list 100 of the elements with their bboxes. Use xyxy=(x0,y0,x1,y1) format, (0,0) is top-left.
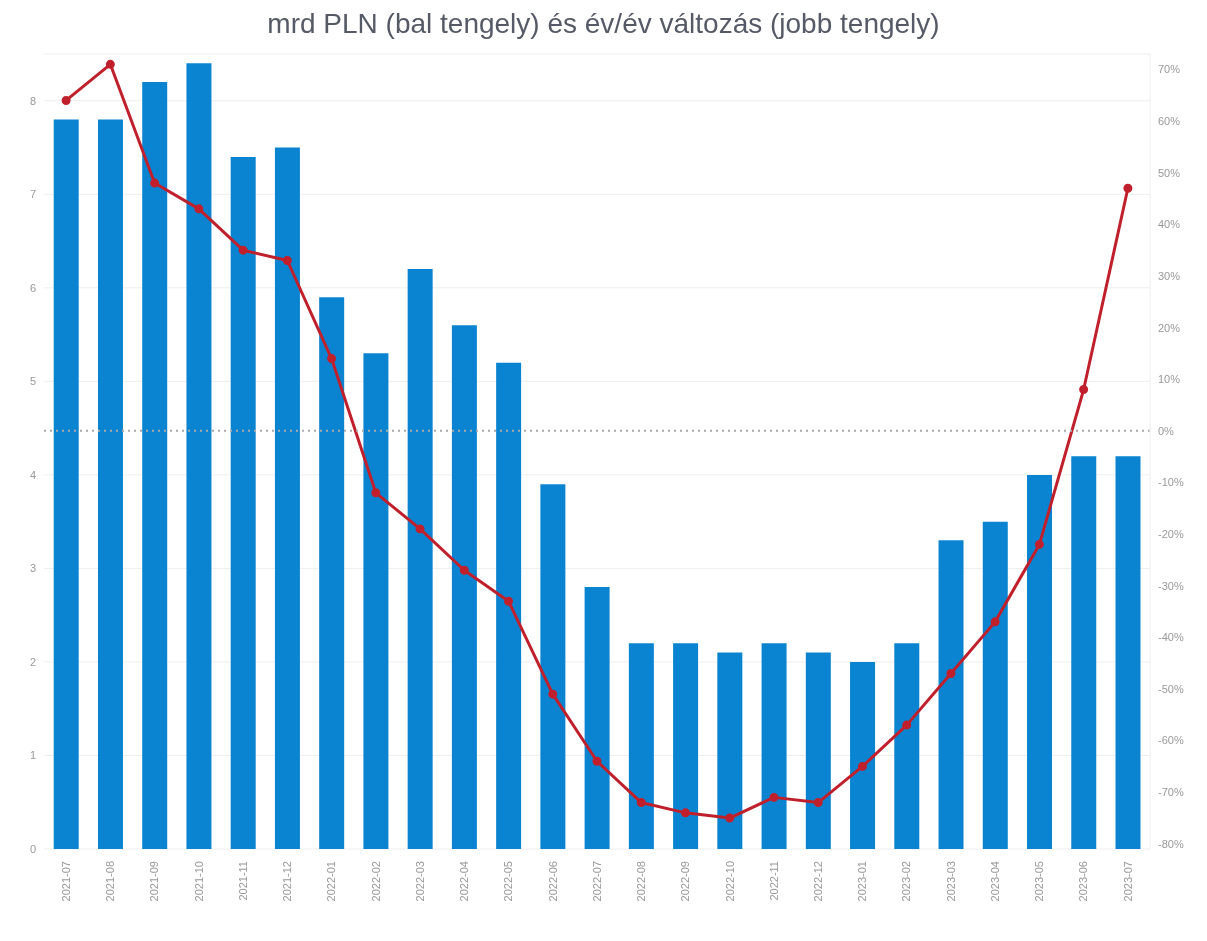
x-tick-label: 2021-09 xyxy=(148,861,161,902)
bar xyxy=(540,484,566,849)
point xyxy=(902,720,912,730)
x-tick-label: 2021-12 xyxy=(281,861,294,902)
x-tick-label: 2022-10 xyxy=(723,861,736,902)
bar xyxy=(673,643,699,849)
bar xyxy=(584,587,610,849)
y2-tick-label: -20% xyxy=(1158,528,1184,540)
y2-tick-label: 20% xyxy=(1158,321,1181,334)
chart-title: mrd PLN (bal tengely) és év/év változás (jobb tengely) xyxy=(266,8,941,41)
y-tick-label: 7 xyxy=(29,188,36,201)
bar xyxy=(53,119,79,849)
point xyxy=(990,617,1000,627)
point xyxy=(459,565,469,575)
point xyxy=(725,813,735,823)
y2-tick-label: 10% xyxy=(1158,373,1181,386)
bar xyxy=(805,652,831,849)
bar xyxy=(274,147,300,849)
bar xyxy=(496,362,522,849)
point xyxy=(371,488,381,498)
bar xyxy=(761,643,787,849)
y-tick-label: 4 xyxy=(29,468,36,481)
y-tick-label: 1 xyxy=(29,749,36,762)
point xyxy=(1034,539,1044,549)
point xyxy=(194,204,204,214)
bar xyxy=(97,119,123,849)
point xyxy=(504,596,514,606)
x-tick-label: 2022-02 xyxy=(369,861,382,902)
y2-tick-label: 0% xyxy=(1158,424,1175,437)
x-tick-label: 2023-02 xyxy=(900,861,913,902)
y2-tick-label: -30% xyxy=(1158,579,1184,592)
bar xyxy=(1115,456,1141,849)
x-tick-label: 2023-07 xyxy=(1121,861,1134,902)
y2-tick-label: 30% xyxy=(1158,269,1181,282)
bar xyxy=(230,156,256,849)
point xyxy=(282,255,292,265)
x-tick-label: 2021-10 xyxy=(192,861,205,902)
x-tick-label: 2022-06 xyxy=(546,861,559,902)
y-tick-label: 6 xyxy=(29,281,36,294)
x-tick-label: 2022-05 xyxy=(502,861,515,902)
x-tick-label: 2022-01 xyxy=(325,861,338,902)
bar xyxy=(717,652,743,849)
bar xyxy=(186,63,212,849)
y2-tick-label: 70% xyxy=(1158,63,1181,76)
point xyxy=(680,808,690,818)
x-tick-label: 2022-09 xyxy=(679,861,692,902)
x-tick-label: 2022-11 xyxy=(767,861,780,901)
x-tick-label: 2023-03 xyxy=(944,861,957,902)
y-tick-label: 0 xyxy=(29,842,36,855)
bar xyxy=(938,540,964,849)
point xyxy=(105,59,115,69)
bar xyxy=(1071,456,1097,849)
x-tick-label: 2022-12 xyxy=(812,861,825,902)
bar xyxy=(319,297,345,849)
x-tick-label: 2023-05 xyxy=(1033,861,1046,902)
y-tick-label: 3 xyxy=(29,562,36,575)
x-tick-label: 2021-08 xyxy=(104,861,117,902)
y2-tick-label: -80% xyxy=(1158,837,1184,850)
bar xyxy=(142,82,168,849)
bar xyxy=(407,269,433,849)
x-tick-label: 2023-01 xyxy=(856,861,869,902)
point xyxy=(1079,385,1089,395)
point xyxy=(592,756,602,766)
x-tick-label: 2021-07 xyxy=(59,861,72,902)
point xyxy=(327,354,337,364)
bar xyxy=(451,325,477,849)
point xyxy=(238,245,248,255)
y2-tick-label: -50% xyxy=(1158,682,1184,695)
point xyxy=(548,689,558,699)
point xyxy=(769,792,779,802)
bar xyxy=(850,661,876,849)
y-tick-label: 8 xyxy=(29,94,36,107)
x-tick-label: 2023-06 xyxy=(1077,861,1090,902)
x-tick-label: 2022-08 xyxy=(635,861,648,902)
point xyxy=(636,798,646,808)
point xyxy=(857,761,867,771)
x-tick-label: 2022-07 xyxy=(590,861,603,902)
y2-tick-label: -40% xyxy=(1158,631,1184,644)
bar xyxy=(894,643,920,849)
y2-tick-label: 50% xyxy=(1158,166,1181,179)
x-tick-label: 2022-04 xyxy=(458,861,471,902)
point xyxy=(61,95,71,105)
x-tick-label: 2023-04 xyxy=(988,861,1001,902)
point xyxy=(415,524,425,534)
y2-tick-label: 60% xyxy=(1158,115,1181,128)
bar xyxy=(982,521,1008,849)
point xyxy=(1123,183,1133,193)
y2-tick-label: -70% xyxy=(1158,786,1184,799)
point xyxy=(946,668,956,678)
point xyxy=(813,798,823,808)
y-tick-label: 2 xyxy=(29,655,36,668)
x-tick-label: 2021-11 xyxy=(236,861,249,901)
x-tick-label: 2022-03 xyxy=(413,861,426,902)
y2-tick-label: -60% xyxy=(1158,734,1184,747)
y2-tick-label: 40% xyxy=(1158,218,1181,231)
point xyxy=(150,178,160,188)
bar xyxy=(363,353,389,849)
y2-tick-label: -10% xyxy=(1158,476,1184,489)
bar xyxy=(628,643,654,849)
bar xyxy=(1027,474,1053,849)
